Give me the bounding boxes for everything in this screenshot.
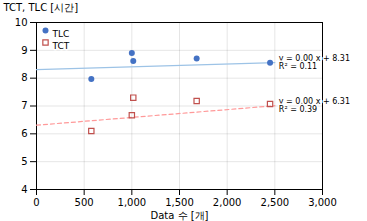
svg-text:1,000: 1,000 bbox=[118, 197, 147, 208]
svg-text:0: 0 bbox=[33, 197, 39, 208]
svg-text:10: 10 bbox=[15, 17, 28, 28]
svg-text:y = 0.00 x + 6.31R² = 0.39: y = 0.00 x + 6.31R² = 0.39 bbox=[279, 97, 350, 114]
svg-text:2,500: 2,500 bbox=[261, 197, 290, 208]
svg-text:2,000: 2,000 bbox=[213, 197, 242, 208]
svg-text:6: 6 bbox=[21, 128, 27, 139]
svg-text:8: 8 bbox=[21, 72, 27, 83]
svg-text:3,000: 3,000 bbox=[308, 197, 337, 208]
svg-text:1,500: 1,500 bbox=[165, 197, 194, 208]
svg-text:TLC: TLC bbox=[52, 29, 70, 39]
svg-text:y = 0.00 x + 8.31R² = 0.11: y = 0.00 x + 8.31R² = 0.11 bbox=[279, 54, 350, 71]
svg-text:5: 5 bbox=[21, 156, 27, 167]
svg-text:4: 4 bbox=[21, 184, 27, 195]
svg-text:TCT, TLC [시간]: TCT, TLC [시간] bbox=[3, 2, 79, 13]
svg-text:7: 7 bbox=[21, 100, 27, 111]
svg-text:9: 9 bbox=[21, 45, 27, 56]
svg-text:Data 수 [개]: Data 수 [개] bbox=[150, 210, 208, 221]
svg-text:500: 500 bbox=[75, 197, 94, 208]
svg-text:TCT: TCT bbox=[52, 41, 70, 51]
